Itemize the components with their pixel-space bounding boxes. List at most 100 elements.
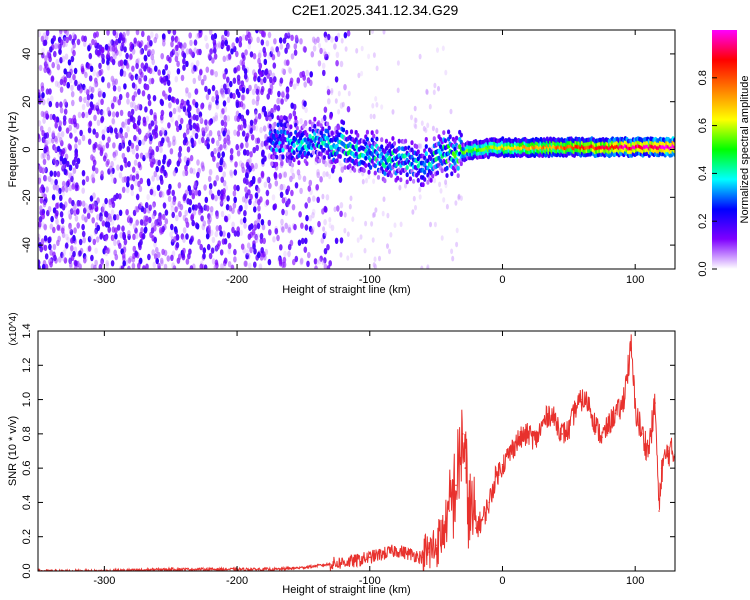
spectrogram-cell [59,39,64,46]
spectrogram-cell [170,236,175,243]
spectrogram-cell [300,237,305,245]
spectrogram-cell [284,116,288,121]
spectrogram-cell [376,175,381,180]
spectrogram-cell [244,186,248,193]
spectrogram-cell [58,48,62,55]
spectrogram-cell [81,200,86,207]
spectrogram-cell [222,55,227,62]
spectrogram-cell [50,215,54,223]
spectrogram-cell [120,45,124,52]
spectrogram-cell [328,260,333,267]
spectrogram-cell [111,111,116,118]
spectrogram-cell [60,217,65,225]
spectrogram-cell [110,209,115,216]
spectrogram-cell [302,45,307,53]
spectrogram-cell [148,67,153,75]
spectrogram-cell [153,253,158,260]
spectrogram-cell [236,150,241,157]
spectrogram-cell [105,160,109,168]
spectrogram-cell [74,136,78,143]
spectrogram-cell [299,118,303,125]
spectrogram-cell [280,159,284,167]
spectrogram-cell [107,226,111,233]
spectrogram-cell [245,132,250,140]
spectrogram-cell [383,149,387,155]
spectrogram-cell [455,135,459,141]
spectrogram-cell [260,78,264,85]
spectrogram-cell [64,242,69,249]
spectrogram-cell [294,255,299,263]
spectrogram-cell [292,110,297,117]
spectrogram-cell [325,194,330,201]
spectrogram-cell [59,31,63,38]
spectrogram-cell [412,179,416,184]
spectrogram-cell [117,131,122,138]
spectrogram-cell [101,110,106,117]
spectrogram-cell [55,58,59,66]
spectrogram-cell [281,208,285,216]
snr-point [627,364,630,367]
spectrogram-cell [339,60,344,68]
spectrogram-cell [135,173,140,180]
spectrogram-cell [189,167,194,174]
spectrogram-cell [157,159,161,166]
spectrogram-cell [275,161,279,167]
spectrogram-cell [412,195,416,202]
spectrogram-cell [90,86,95,94]
spectrogram-cell [227,247,231,255]
spectrogram-cell [129,101,134,108]
spectrogram-cell [344,46,348,52]
spectrogram-cell [268,123,272,129]
spectrogram-cell [83,207,87,214]
spectrogram-cell [175,214,179,222]
spectrogram-cell [90,93,94,100]
spectrogram-cell [383,171,387,176]
spectrogram-cell [38,177,42,184]
spectrogram-cell [219,249,224,256]
spectrogram-cell [243,68,248,75]
snr-point [534,439,537,442]
spectrogram-cell [211,84,216,92]
spectrogram-cell [207,213,211,220]
spectrogram-cell [343,227,347,234]
spectrogram-cell [330,36,334,43]
snr-point [594,424,597,427]
spectrogram-cell [135,232,139,239]
spectrogram-cell [254,110,258,117]
spectrogram-cell [213,147,217,155]
spectrogram-cell [72,49,76,57]
spectrogram-cell [158,191,163,198]
spectrogram-cell [147,253,151,261]
spectrogram-cell [184,209,188,217]
spectrogram-cell [159,190,163,197]
spectrogram-cell [95,131,99,139]
spectrogram-cell [405,165,409,170]
y-tick-label: 0.8 [21,426,33,441]
spectrogram-cell [265,199,270,206]
snr-point [464,467,467,469]
spectrogram-cell [232,202,237,209]
spectrogram-cell [311,208,316,216]
spectrogram-cell [215,212,219,220]
spectrogram-cell [198,111,203,118]
spectrogram-cell [74,143,78,150]
spectrogram-cell [52,226,56,234]
spectrogram-cell [76,157,81,165]
spectrogram-cell [286,43,291,50]
spectrogram-cell [453,161,457,166]
snr-point [442,532,444,535]
spectrogram-cell [110,219,115,226]
spectrogram-cell [68,34,72,41]
spectrogram-cell [375,136,379,142]
spectrogram-cell [113,239,117,246]
spectrogram-cell [118,209,123,216]
spectrogram-cell [88,120,93,127]
spectrogram-cell [289,131,293,137]
spectrogram-cell [242,177,247,184]
spectrogram-cell [57,81,61,89]
spectrogram-cell [423,169,427,175]
spectrogram-cell [265,176,270,183]
spectrogram-cell [86,207,91,214]
y-tick-label: 0.4 [21,495,33,510]
